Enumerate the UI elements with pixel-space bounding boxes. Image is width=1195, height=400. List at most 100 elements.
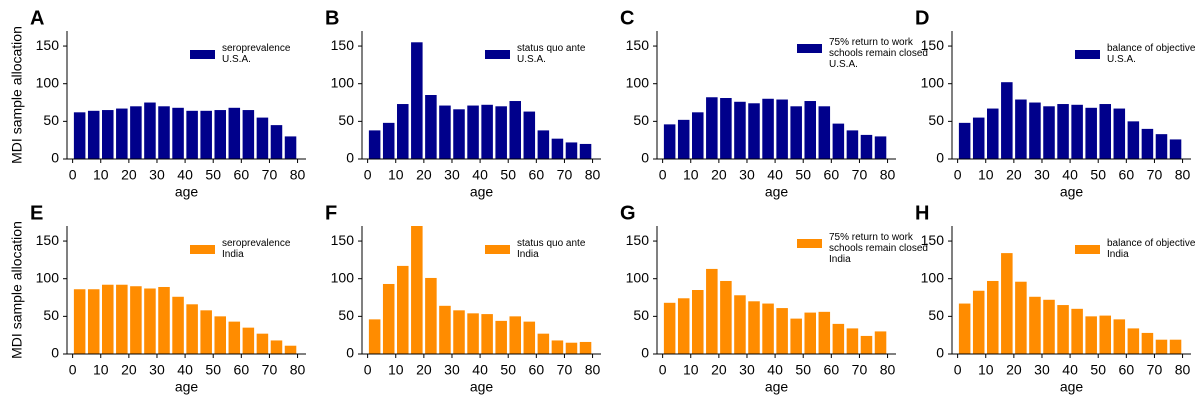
bar — [663, 124, 676, 159]
bar — [1099, 315, 1112, 354]
bar — [677, 119, 690, 159]
bar — [1043, 299, 1055, 354]
bar — [846, 328, 859, 354]
x-tick-label: 30 — [149, 167, 165, 183]
bar — [663, 302, 676, 354]
x-tick-label: 70 — [852, 167, 868, 183]
x-axis-label: age — [470, 379, 494, 395]
bar — [579, 143, 592, 159]
x-tick-label: 50 — [795, 167, 811, 183]
bar — [439, 105, 451, 159]
x-tick-label: 30 — [739, 362, 755, 378]
bar — [1057, 104, 1069, 159]
bar — [551, 340, 564, 354]
x-tick-label: 0 — [69, 362, 77, 378]
x-tick-label: 40 — [177, 362, 193, 378]
bar — [242, 327, 255, 354]
legend-swatch — [797, 239, 822, 248]
x-tick-label: 60 — [529, 167, 545, 183]
y-tick-label: 100 — [921, 269, 945, 285]
bar — [818, 311, 831, 354]
bar — [1071, 104, 1083, 159]
bar — [874, 331, 887, 354]
legend-swatch — [190, 245, 215, 254]
x-tick-label: 30 — [149, 362, 165, 378]
bar — [1169, 139, 1182, 159]
legend-swatch — [190, 50, 215, 59]
bar — [804, 101, 817, 159]
y-tick-label: 0 — [936, 150, 944, 166]
bar — [495, 106, 507, 159]
bar — [270, 340, 283, 354]
x-tick-label: 40 — [177, 167, 193, 183]
x-tick-label: 70 — [262, 167, 278, 183]
legend-label: 75% return to work schools remain closed U… — [829, 37, 928, 70]
x-tick-label: 0 — [954, 167, 962, 183]
bar — [551, 138, 564, 159]
bar — [87, 110, 100, 159]
bar — [256, 117, 269, 159]
bar — [1127, 121, 1140, 159]
bar — [467, 313, 479, 354]
x-tick-label: 0 — [69, 167, 77, 183]
bar — [158, 286, 170, 354]
x-tick-label: 30 — [444, 362, 460, 378]
bar — [481, 104, 493, 159]
bar — [692, 290, 704, 354]
x-tick-label: 10 — [93, 167, 109, 183]
y-tick-label: 50 — [928, 307, 944, 323]
bar — [818, 106, 831, 159]
bar — [453, 109, 465, 159]
bar — [692, 112, 704, 159]
bar — [186, 304, 198, 354]
bar — [87, 289, 100, 354]
y-tick-label: 100 — [331, 74, 355, 90]
y-tick-label: 150 — [331, 37, 355, 53]
bar — [509, 101, 522, 159]
x-axis-label: age — [765, 184, 789, 200]
legend-label: seroprevalence India — [222, 238, 291, 260]
x-tick-label: 70 — [557, 362, 573, 378]
bar — [425, 277, 437, 354]
bar — [116, 284, 128, 354]
bar — [1057, 305, 1069, 354]
x-tick-label: 40 — [472, 362, 488, 378]
x-tick-label: 70 — [262, 362, 278, 378]
bar — [1085, 316, 1097, 354]
bar — [874, 136, 887, 159]
bar — [734, 101, 746, 159]
bar — [804, 312, 817, 354]
x-tick-label: 80 — [585, 167, 601, 183]
bar — [790, 106, 802, 159]
bar — [1169, 339, 1182, 354]
x-tick-label: 20 — [416, 362, 432, 378]
legend-swatch — [485, 245, 510, 254]
bar — [860, 335, 873, 354]
bar — [481, 314, 493, 354]
y-tick-label: 100 — [331, 269, 355, 285]
bar — [958, 122, 971, 159]
bar — [116, 108, 128, 159]
bar — [1085, 107, 1097, 159]
bar — [200, 310, 212, 354]
bar — [200, 110, 212, 159]
x-tick-label: 50 — [1090, 167, 1106, 183]
x-tick-label: 10 — [388, 362, 404, 378]
panel-label: D — [915, 7, 929, 29]
bar — [720, 98, 732, 159]
bar — [1043, 106, 1055, 159]
bar — [397, 265, 409, 354]
x-tick-label: 80 — [290, 167, 306, 183]
bar — [144, 102, 156, 159]
y-tick-label: 0 — [641, 150, 649, 166]
bar — [1029, 102, 1041, 159]
x-tick-label: 80 — [1175, 362, 1191, 378]
y-tick-label: 150 — [921, 232, 945, 248]
bar — [1001, 253, 1013, 354]
bar — [130, 286, 142, 354]
bar — [228, 107, 241, 159]
panel-label: A — [30, 7, 44, 29]
x-tick-label: 30 — [1034, 362, 1050, 378]
y-tick-label: 0 — [641, 345, 649, 361]
x-tick-label: 40 — [1062, 362, 1078, 378]
